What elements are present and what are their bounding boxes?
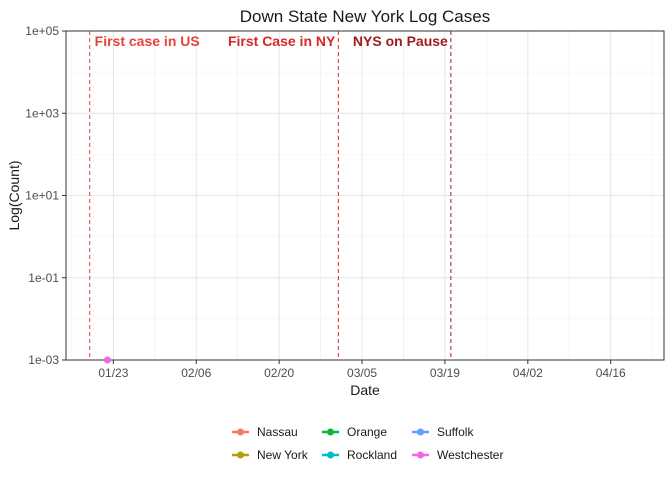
x-axis-title: Date [350, 382, 380, 398]
x-tick-label: 02/06 [181, 366, 211, 380]
legend-key-point [237, 428, 244, 436]
legend-key-point [237, 451, 244, 459]
x-tick-label: 02/20 [264, 366, 294, 380]
x-tick-label: 03/05 [347, 366, 377, 380]
legend-key-point [327, 451, 334, 459]
y-axis-title: Log(Count) [6, 160, 22, 230]
x-tick-label: 01/23 [98, 366, 128, 380]
legend-item: Nassau [232, 425, 298, 439]
legend-item: Orange [322, 425, 387, 439]
legend-label: Nassau [257, 425, 298, 439]
legend-item: New York [232, 448, 309, 462]
legend: Nassau New York Orange Rockland Suffolk Westc… [232, 425, 503, 462]
y-tick-label: 1e+01 [25, 189, 59, 203]
legend-label: Orange [347, 425, 387, 439]
event-label: First case in US [95, 33, 200, 49]
legend-label: Suffolk [437, 425, 474, 439]
legend-key-point [417, 451, 424, 459]
x-tick-label: 04/02 [513, 366, 543, 380]
plot-area: 01/23 02/06 02/20 03/05 03/19 04/02 04/16 1e+05… [25, 24, 665, 380]
legend-label: New York [257, 448, 309, 462]
x-tick-label: 03/19 [430, 366, 460, 380]
data-point [103, 356, 111, 364]
y-tick-label: 1e-01 [28, 271, 59, 285]
legend-item: Westchester [412, 448, 503, 462]
y-tick-label: 1e+03 [25, 106, 59, 120]
y-tick-label: 1e+05 [25, 24, 59, 38]
x-tick-label: 04/16 [596, 366, 626, 380]
legend-item: Rockland [322, 448, 397, 462]
legend-item: Suffolk [412, 425, 474, 439]
legend-key-point [327, 428, 334, 436]
event-label: NYS on Pause [353, 33, 448, 49]
y-tick-label: 1e-03 [28, 353, 59, 367]
chart-title: Down State New York Log Cases [240, 7, 490, 26]
event-label: First Case in NY [228, 33, 336, 49]
legend-label: Westchester [437, 448, 503, 462]
legend-label: Rockland [347, 448, 397, 462]
legend-key-point [417, 428, 424, 436]
